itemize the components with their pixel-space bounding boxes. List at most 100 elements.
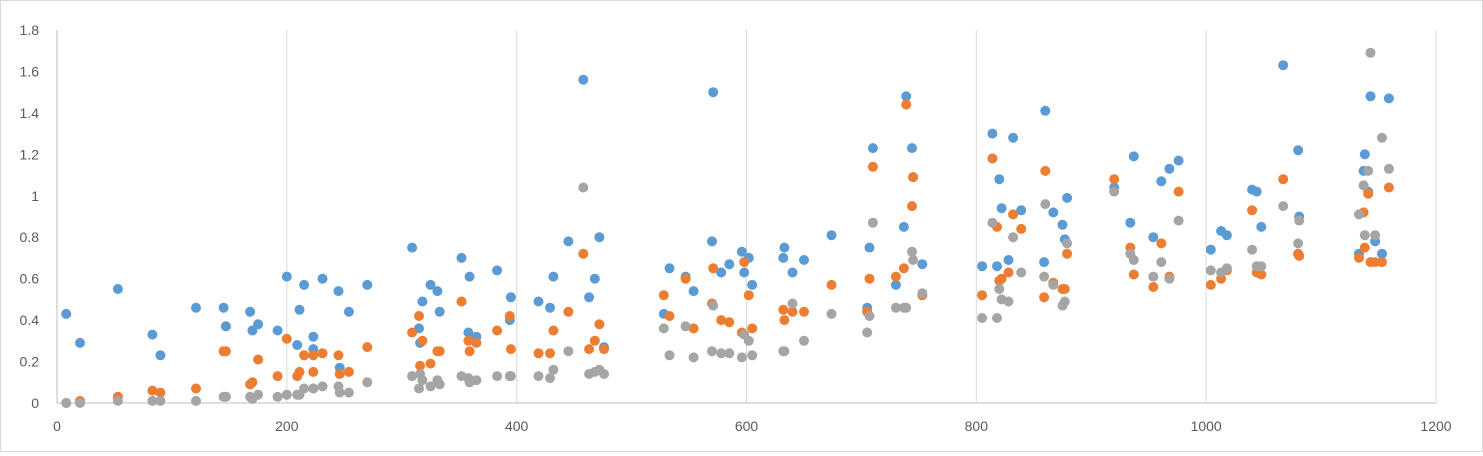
data-point [1059,296,1070,307]
data-point [589,335,600,346]
data-point [724,259,735,270]
data-point [1164,273,1175,284]
data-point [787,306,798,317]
data-point [987,217,998,228]
data-point [434,379,445,390]
data-point [492,371,503,382]
data-point [548,325,559,336]
y-axis-tick-labels: 0 0.2 0.4 0.6 0.8 1 1.2 1.4 1.6 1.8 [20,22,40,411]
data-point [1247,205,1258,216]
data-point [333,286,344,297]
data-point [362,279,373,290]
data-point [434,346,445,357]
data-point [977,313,988,323]
data-point [799,335,809,346]
data-point [1003,267,1014,278]
data-point [1354,252,1364,263]
data-point [253,354,264,365]
data-point [747,279,758,290]
data-point [977,290,988,301]
data-point [589,273,600,284]
data-point [362,377,373,388]
data-point [308,331,319,342]
data-point [533,348,544,359]
data-point [996,203,1007,214]
data-point [1377,257,1387,268]
data-point [563,346,574,357]
data-point [292,340,303,350]
data-point [294,366,305,377]
data-point [1109,186,1120,197]
data-point [747,350,758,361]
y-tick-label: 0.4 [20,312,40,328]
data-point [317,381,328,392]
data-point [898,263,909,274]
data-point [907,143,917,154]
data-point [578,74,589,85]
data-point [1128,255,1139,265]
data-point [1359,149,1370,160]
data-point [1278,174,1289,185]
data-point [787,267,798,278]
data-point [1354,209,1364,220]
data-point [191,395,201,406]
series-3 [61,47,1394,408]
data-point [716,315,727,326]
data-point [464,271,475,282]
data-point [1164,163,1175,174]
data-point [1363,188,1374,199]
data-point [1003,296,1014,307]
data-point [1040,199,1051,210]
data-point [505,344,516,355]
data-point [471,337,482,348]
data-point [739,257,750,268]
data-point [1383,182,1394,193]
y-tick-label: 0 [31,395,39,411]
data-point [425,358,436,369]
data-point [707,236,717,247]
x-tick-label: 600 [735,418,759,434]
data-point [343,387,354,398]
data-point [890,271,901,282]
data-point [308,383,319,394]
data-point [778,252,789,263]
data-point [1293,145,1304,156]
data-point [688,286,699,297]
data-point [61,308,72,319]
data-point [299,383,310,394]
data-point [456,296,467,307]
data-point [680,321,691,332]
data-point [155,350,166,361]
data-point [112,284,123,294]
data-point [917,259,928,270]
data-point [191,302,201,313]
data-point [1062,238,1073,249]
data-point [1128,269,1139,280]
data-point [463,335,474,346]
data-point [826,279,837,290]
data-point [901,99,912,110]
data-point [414,311,424,321]
data-point [1365,47,1376,58]
data-point [707,346,717,357]
data-point [299,279,310,290]
x-axis-tick-labels: 0 200 400 600 800 1000 1200 [53,418,1452,434]
data-point [1156,238,1167,249]
data-point [1008,232,1019,243]
data-point [708,300,719,311]
data-point [1278,60,1289,71]
data-point [155,387,166,398]
data-point [1256,269,1267,280]
data-point [779,315,790,326]
data-point [1173,155,1184,166]
data-point [334,369,345,379]
data-point [1016,205,1027,216]
data-point [1156,257,1167,268]
data-point [281,271,292,282]
data-point [908,255,919,265]
data-point [599,344,609,355]
data-point [658,323,669,334]
data-point [334,387,345,398]
data-point [1059,284,1070,294]
data-point [425,381,436,392]
